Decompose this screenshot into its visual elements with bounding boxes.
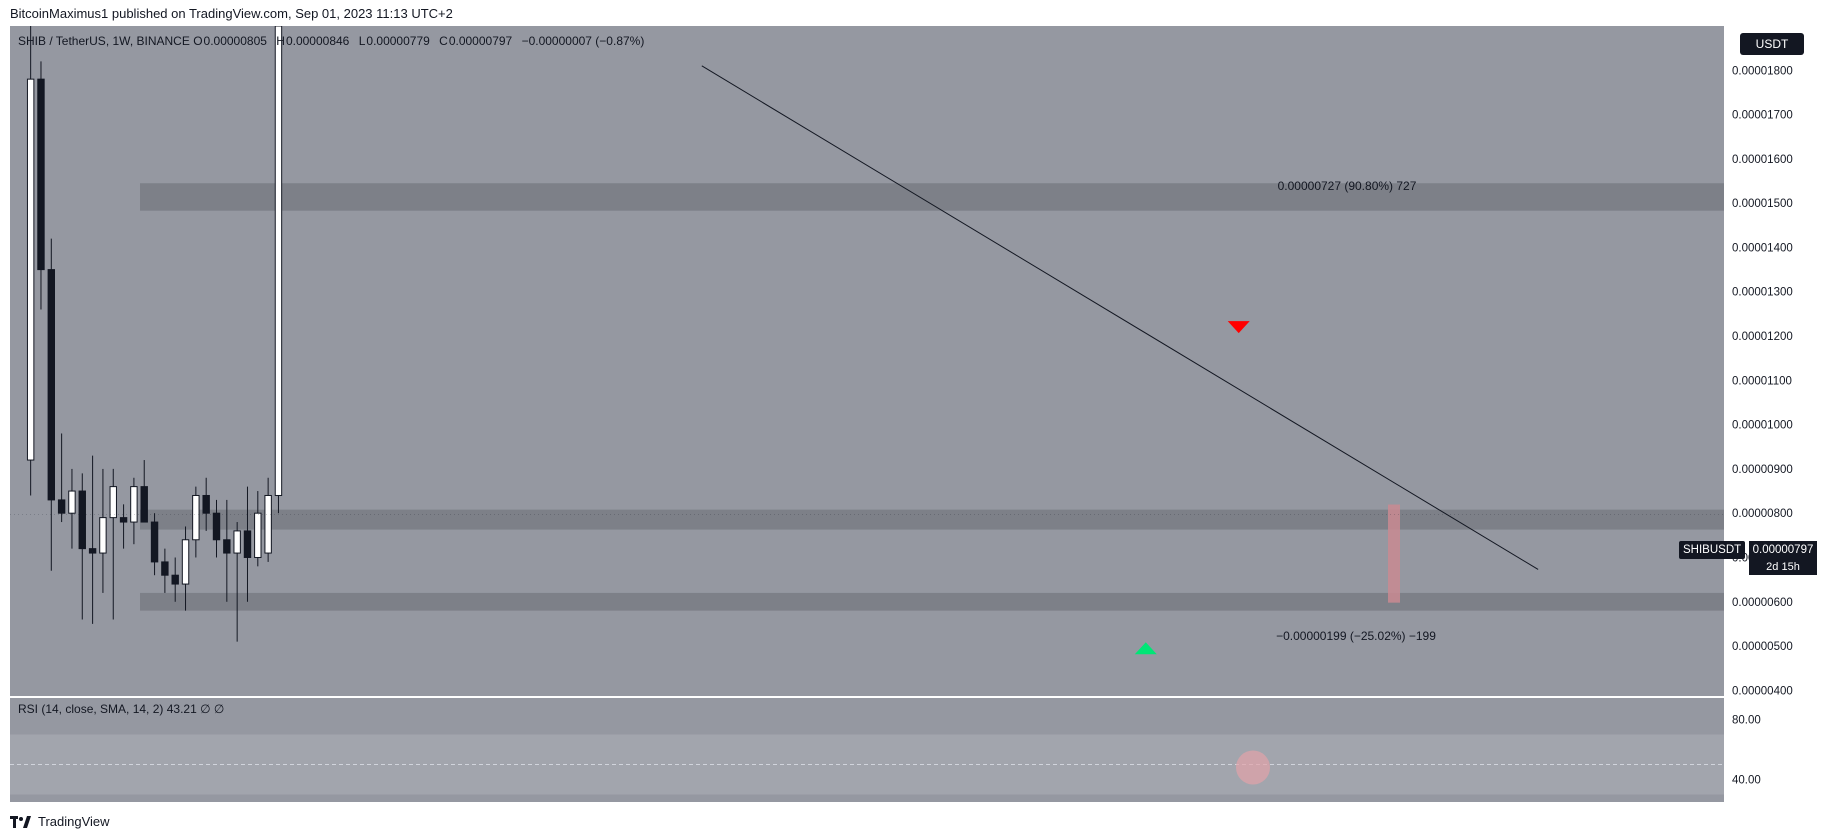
legend-open-value: 0.00000805 [203, 34, 267, 48]
price-tick-label-0: 0.00000400 [1732, 685, 1793, 697]
upside-measure-label: 0.00000727 (90.80%) 727 [1278, 179, 1417, 193]
legend-close-key: C [439, 34, 448, 48]
price-axis[interactable]: 0.000004000.000005000.000006000.00000700… [1732, 65, 1793, 697]
rsi-tick-label-0: 80.00 [1732, 715, 1761, 727]
legend-high-key: H [276, 34, 285, 48]
up-arrow-marker [1134, 642, 1157, 655]
legend-close-value: 0.00000797 [448, 34, 513, 48]
downside-measure-bar [1388, 504, 1400, 603]
trendline-layer [701, 65, 1539, 570]
candle-body-13 [161, 561, 169, 576]
candle-body-7 [99, 517, 107, 554]
publisher-line: BitcoinMaximus1 published on TradingView… [10, 6, 453, 21]
published-header: BitcoinMaximus1 published on TradingView… [0, 0, 1827, 26]
legend-low-key: L [358, 34, 366, 48]
tradingview-logo[interactable]: TradingView [10, 814, 110, 829]
candle-body-17 [202, 494, 210, 514]
price-tick-label-8: 0.00001200 [1732, 331, 1793, 343]
rsi-legend: RSI (14, close, SMA, 14, 2) 43.21 ∅ ∅ [18, 702, 225, 716]
last-price-pair-label: SHIBUSDT [1679, 541, 1746, 559]
rsi-highlight-circle [1236, 750, 1270, 785]
support-resistance-bands [140, 183, 1724, 611]
candle-body-18 [212, 512, 221, 541]
descending-trendline [701, 65, 1539, 570]
down-arrow-marker [1227, 321, 1250, 334]
chart-background [10, 26, 1724, 802]
candle-body-4 [68, 490, 76, 514]
candle-body-6 [88, 548, 97, 554]
chart-area[interactable]: 80.00 40.00 0.00000400 0.00000500 0.0000060… [10, 25, 1818, 819]
tradingview-brand: TradingView [38, 814, 110, 829]
markers-layer [10, 321, 1724, 655]
horizontal-band-1 [140, 509, 1724, 530]
bar-countdown-label: 2d 15h [1749, 559, 1817, 575]
candle-body-5 [78, 490, 86, 550]
legend-change: −0.00000007 (−0.87%) [521, 34, 645, 48]
price-tick-label-4: 0.00000800 [1732, 508, 1793, 520]
symbol-legend: SHIB / TetherUS, 1W, BINANCE O0.00000805… [18, 34, 650, 48]
candle-body-3 [57, 499, 66, 514]
candle-body-16 [192, 494, 200, 541]
price-tick-label-11: 0.00001500 [1732, 198, 1793, 210]
candle-body-11 [140, 486, 148, 523]
price-tick-label-7: 0.00001100 [1732, 375, 1792, 387]
price-axis-background [1724, 26, 1818, 802]
price-tick-label-12: 0.00001600 [1732, 154, 1793, 166]
price-tick-label-10: 0.00001400 [1732, 242, 1793, 254]
rsi-pane: 80.00 40.00 [10, 715, 1761, 795]
candle-body-23 [264, 494, 272, 554]
candle-body-8 [109, 486, 117, 519]
last-price-label: 0.00000797 [1749, 541, 1817, 559]
legend-low-value: 0.00000779 [366, 34, 430, 48]
candle-body-2 [47, 269, 56, 501]
price-tick-label-6: 0.00001000 [1732, 420, 1793, 432]
footer: TradingView [0, 806, 1827, 840]
legend-high-value: 0.00000846 [285, 34, 350, 48]
candle-body-22 [254, 512, 262, 558]
legend-symbol: SHIB / TetherUS, 1W, BINANCE [18, 34, 190, 48]
candlestick-series [26, 25, 283, 642]
horizontal-band-2 [140, 183, 1724, 211]
price-tick-label-9: 0.00001300 [1732, 287, 1793, 299]
candle-body-10 [130, 486, 138, 523]
candle-body-1 [37, 78, 45, 271]
chart-canvas[interactable]: 80.00 40.00 0.00000400 0.00000500 0.0000060… [10, 25, 1818, 826]
candle-body-19 [223, 539, 231, 554]
currency-badge[interactable]: USDT [1740, 33, 1804, 55]
price-tick-label-5: 0.00000900 [1732, 464, 1793, 476]
candle-body-15 [181, 539, 190, 585]
price-tick-label-14: 0.00001800 [1732, 65, 1793, 77]
legend-open-key: O [193, 34, 203, 48]
price-tick-label-2: 0.00000600 [1732, 597, 1793, 609]
candle-body-20 [233, 530, 241, 554]
candle-body-24 [274, 25, 283, 496]
measure-tools [1388, 504, 1400, 603]
price-tick-label-1: 0.00000500 [1732, 641, 1793, 653]
downside-measure-label: −0.00000199 (−25.02%) −199 [1276, 629, 1436, 643]
candle-body-9 [119, 517, 128, 523]
horizontal-band-0 [140, 592, 1724, 611]
candle-body-12 [150, 521, 159, 563]
tradingview-logo-icon [10, 815, 31, 828]
candle-body-0 [26, 78, 35, 461]
candle-body-21 [243, 530, 252, 558]
candle-body-14 [171, 574, 179, 585]
price-tick-label-13: 0.00001700 [1732, 110, 1793, 122]
rsi-tick-label-1: 40.00 [1732, 775, 1761, 787]
